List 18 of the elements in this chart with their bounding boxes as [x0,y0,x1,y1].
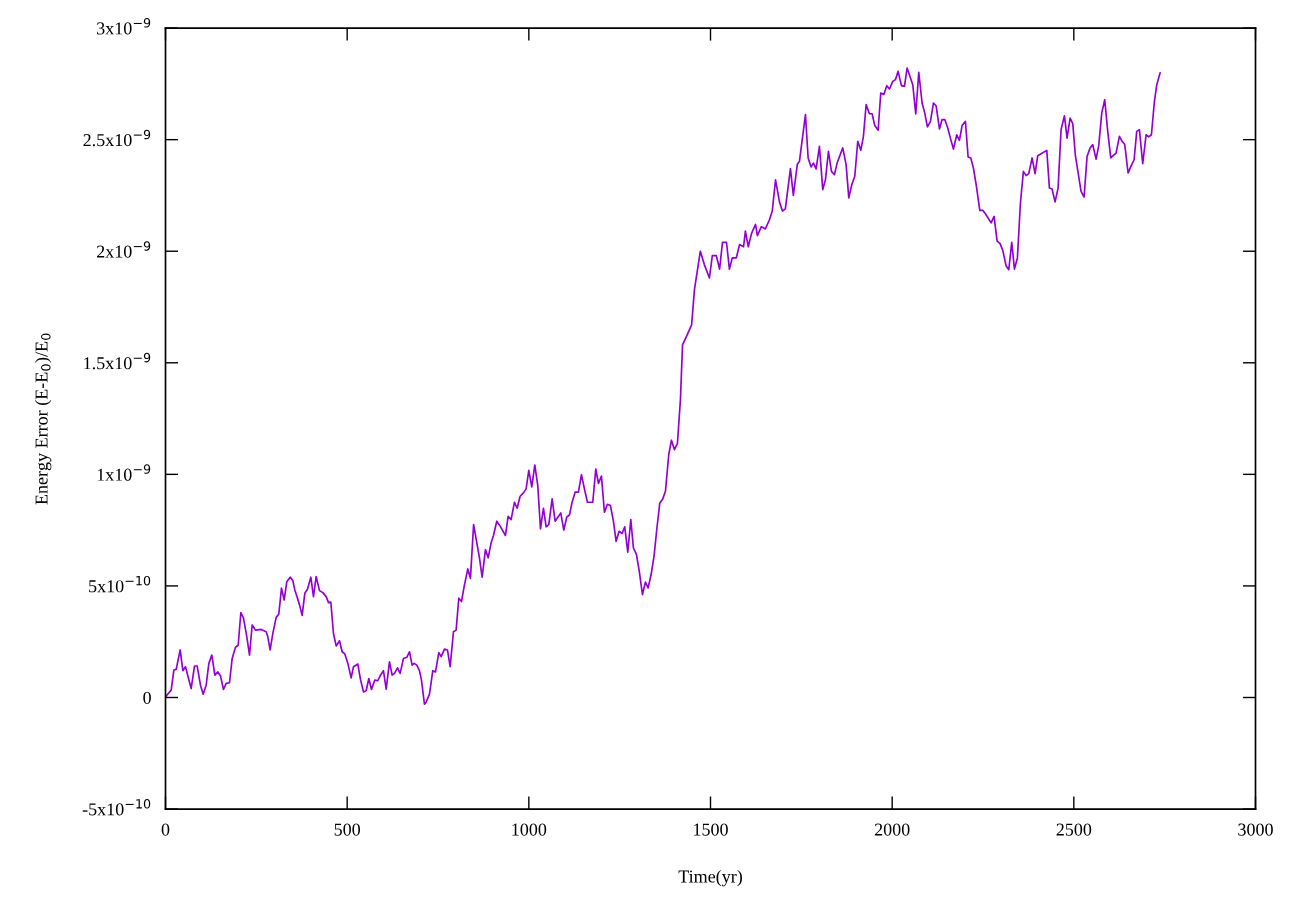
x-tick-label: 2000 [874,823,910,836]
x-tick-label: 0 [161,823,170,836]
x-tick-label: 3000 [1238,823,1273,836]
y-tick-label: 1.5x10$^{−9}$ [84,352,151,370]
y-axis-title: Energy Error (E-E$_{0}$)/E$_{0}$ [34,333,52,505]
x-tick-label: 1500 [694,823,728,836]
y-tick-label: 5x10$^{−10}$ [89,575,151,593]
y-tick-label: 2x10$^{−9}$ [96,241,151,258]
y-tick-label: -5x10$^{−10}$ [82,799,151,816]
line-series [165,67,1161,706]
y-tick-label: 1x10$^{−9}$ [97,464,151,481]
y-tick-label: 2.5x10$^{−9}$ [83,129,151,147]
x-tick-label: 500 [334,823,361,836]
x-tick-label: 2500 [1056,823,1092,836]
y-tick-label: 3x10$^{−9}$ [97,18,151,35]
x-axis-title: Time(yr) [678,869,742,887]
x-tick-label: 1000 [512,823,547,836]
y-tick-label: 0 [143,691,151,704]
